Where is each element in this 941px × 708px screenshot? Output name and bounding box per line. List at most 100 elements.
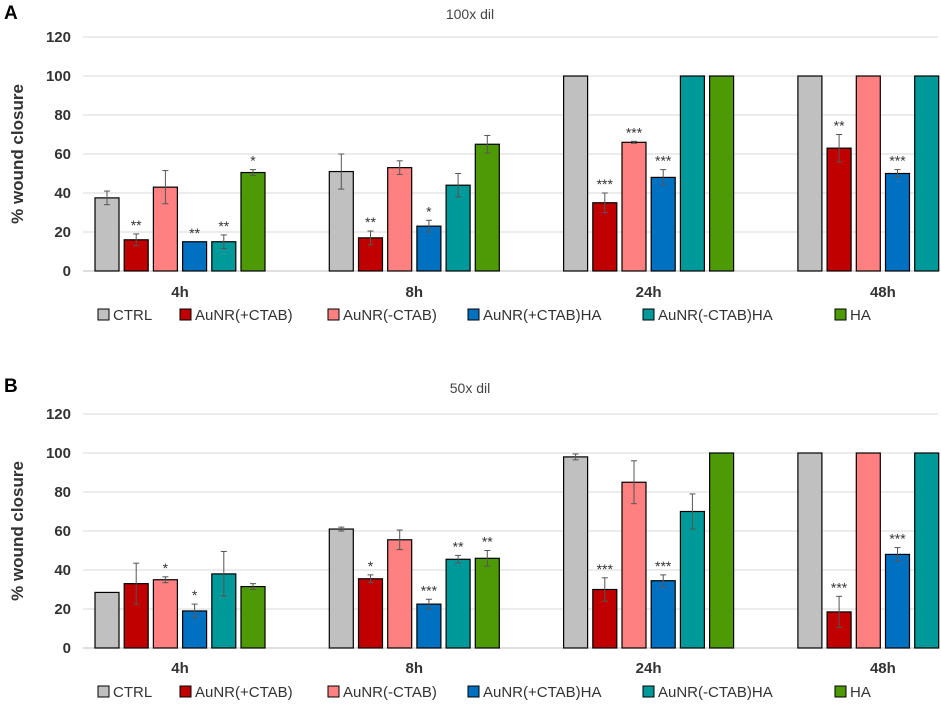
bar-ctrl-4h bbox=[94, 591, 120, 649]
y-tick-label: 40 bbox=[54, 562, 71, 579]
bar-aunr-ctab-ha-8h bbox=[445, 184, 471, 272]
bar-aunr-ctab-ha-24h bbox=[679, 75, 706, 272]
significance-label: *** bbox=[655, 558, 672, 574]
legend-label: CTRL bbox=[113, 684, 152, 701]
legend-label: AuNR(+CTAB)HA bbox=[483, 307, 602, 324]
legend-swatch bbox=[97, 308, 110, 321]
significance-label: ** bbox=[482, 534, 493, 550]
legend-swatch bbox=[834, 685, 847, 698]
bar-aunr-ctab-ha-48h bbox=[884, 172, 911, 272]
bar-aunr-ctab--8h bbox=[357, 578, 384, 649]
significance-label: ** bbox=[131, 217, 142, 233]
chart-panel-a: A 100x dil 0 20 40 60 80 100 120 % wound closure *… bbox=[4, 3, 940, 324]
bar-aunr-ctab--4h bbox=[152, 186, 178, 272]
y-tick-label: 80 bbox=[54, 107, 71, 124]
bar-aunr-ctab--4h bbox=[152, 579, 178, 649]
y-axis-label: % wound closure bbox=[8, 461, 27, 601]
legend-label: AuNR(+CTAB) bbox=[195, 684, 293, 701]
y-tick-label: 60 bbox=[54, 523, 71, 540]
y-tick-label: 0 bbox=[63, 263, 71, 280]
bar-aunr-ctab-ha-4h bbox=[211, 241, 237, 272]
legend-label: CTRL bbox=[113, 307, 152, 324]
chart-title: 50x dil bbox=[450, 380, 490, 396]
legend-label: AuNR(-CTAB) bbox=[343, 307, 437, 324]
x-tick-label: 8h bbox=[406, 284, 424, 301]
significance-label: *** bbox=[597, 176, 614, 192]
legend-swatch bbox=[834, 308, 847, 321]
bar-ctrl-48h bbox=[797, 452, 823, 649]
y-tick-label: 20 bbox=[54, 601, 71, 618]
bar-aunr-ctab--48h bbox=[826, 147, 852, 272]
significance-label: ** bbox=[453, 538, 464, 554]
legend: CTRL AuNR(+CTAB) AuNR(-CTAB) AuNR(+CTAB)HA A… bbox=[97, 307, 871, 324]
legend-swatch bbox=[467, 308, 480, 321]
legend-swatch bbox=[327, 685, 340, 698]
significance-label: *** bbox=[889, 153, 906, 169]
x-tick-label: 48h bbox=[870, 284, 896, 301]
legend-swatch bbox=[642, 308, 655, 321]
significance-label: *** bbox=[626, 124, 643, 140]
significance-label: *** bbox=[655, 153, 672, 169]
legend-swatch bbox=[467, 685, 480, 698]
significance-label: ** bbox=[189, 225, 200, 241]
significance-label: *** bbox=[421, 582, 438, 598]
significance-label: ** bbox=[834, 118, 845, 134]
bar-aunr-ctab-ha-8h bbox=[416, 603, 442, 649]
legend-swatch bbox=[179, 685, 192, 698]
bar-aunr-ctab-ha-24h bbox=[650, 580, 676, 649]
bar-aunr-ctab--48h bbox=[855, 452, 881, 649]
chart-title: 100x dil bbox=[446, 6, 494, 22]
bar-aunr-ctab-ha-48h bbox=[914, 75, 940, 272]
bar-ctrl-4h bbox=[94, 197, 120, 272]
bar-aunr-ctab-ha-24h bbox=[679, 510, 706, 649]
bar-aunr-ctab--48h bbox=[855, 75, 881, 272]
y-tick-label: 120 bbox=[46, 29, 71, 46]
x-tick-label: 8h bbox=[406, 660, 424, 677]
x-tick-label: 24h bbox=[636, 284, 662, 301]
bar-ha-4h bbox=[240, 585, 266, 649]
bar-ha-24h bbox=[708, 75, 735, 272]
significance-label: * bbox=[163, 560, 169, 576]
bar-aunr-ctab--24h bbox=[592, 202, 618, 272]
bar-ctrl-24h bbox=[562, 456, 589, 649]
legend-swatch bbox=[642, 685, 655, 698]
bar-aunr-ctab--24h bbox=[621, 141, 647, 272]
y-tick-label: 100 bbox=[46, 445, 71, 462]
legend-label: AuNR(-CTAB)HA bbox=[658, 684, 773, 701]
legend-label: HA bbox=[850, 684, 871, 701]
significance-label: * bbox=[192, 587, 198, 603]
legend-label: AuNR(-CTAB)HA bbox=[658, 307, 773, 324]
bar-aunr-ctab-ha-8h bbox=[445, 558, 471, 649]
significance-label: *** bbox=[889, 531, 906, 547]
y-tick-label: 0 bbox=[63, 640, 71, 657]
significance-label: * bbox=[426, 203, 432, 219]
bar-ctrl-8h bbox=[328, 528, 354, 649]
legend: CTRL AuNR(+CTAB) AuNR(-CTAB) AuNR(+CTAB)HA A… bbox=[97, 684, 871, 701]
significance-label: *** bbox=[597, 561, 614, 577]
significance-label: *** bbox=[831, 579, 848, 595]
legend-label: AuNR(+CTAB) bbox=[195, 307, 293, 324]
significance-label: * bbox=[368, 558, 374, 574]
legend-label: AuNR(+CTAB)HA bbox=[483, 684, 602, 701]
bar-aunr-ctab-ha-48h bbox=[914, 452, 940, 649]
bar-ctrl-24h bbox=[562, 75, 589, 272]
bar-aunr-ctab-ha-8h bbox=[416, 225, 442, 272]
y-axis-label: % wound closure bbox=[8, 84, 27, 224]
panel-letter: A bbox=[4, 3, 18, 24]
legend-swatch bbox=[179, 308, 192, 321]
legend-label: HA bbox=[850, 307, 871, 324]
bar-ha-4h bbox=[240, 171, 266, 272]
significance-label: ** bbox=[365, 214, 376, 230]
bar-ha-8h bbox=[474, 143, 500, 272]
significance-label: * bbox=[250, 153, 256, 169]
bar-ha-24h bbox=[708, 452, 735, 649]
legend-label: AuNR(-CTAB) bbox=[343, 684, 437, 701]
legend-swatch bbox=[97, 685, 110, 698]
y-tick-label: 80 bbox=[54, 484, 71, 501]
x-tick-label: 48h bbox=[870, 660, 896, 677]
y-tick-label: 40 bbox=[54, 185, 71, 202]
y-tick-label: 20 bbox=[54, 224, 71, 241]
